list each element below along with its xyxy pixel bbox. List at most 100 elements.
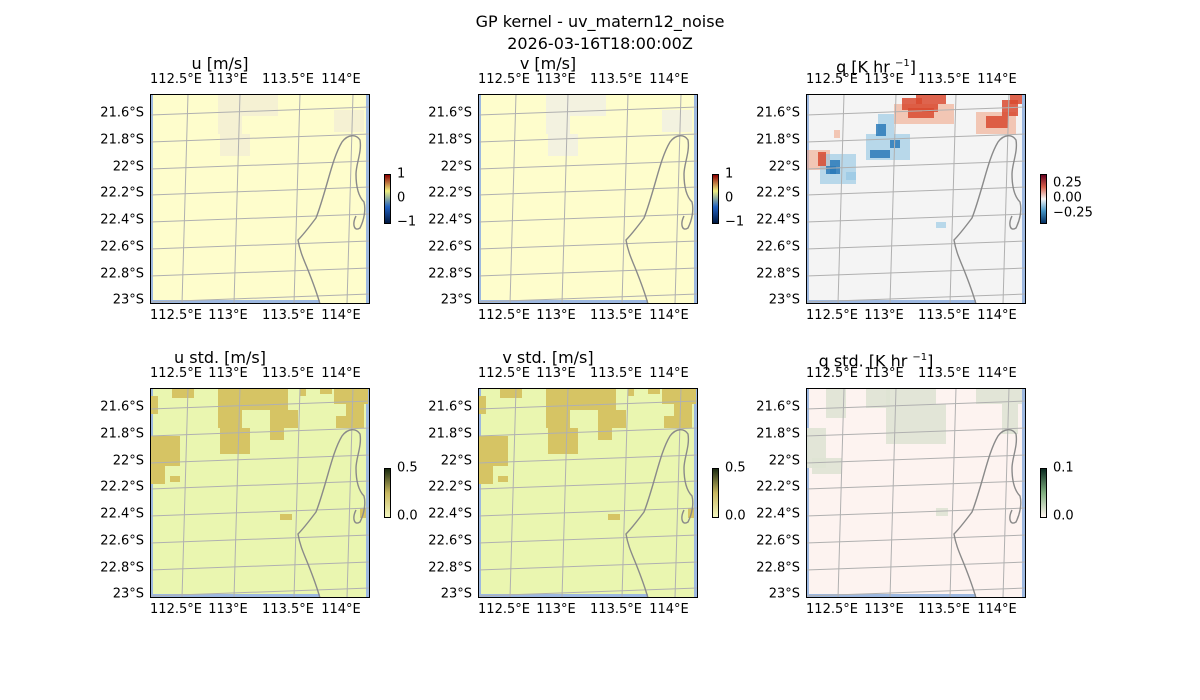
lat-tick: 21.8°S [428,426,472,442]
colorbar-tick: 0.25 [1053,175,1082,191]
gridline-lon [293,94,301,304]
lon-tick-bottom: 114°E [649,602,689,617]
lat-tick: 21.8°S [100,426,144,442]
gridline-lon [889,388,897,598]
field-cell [866,388,890,408]
lat-tick: 21.6°S [428,399,472,415]
map-svg [806,94,1026,304]
lat-tick: 23°S [440,586,472,602]
field-cell [346,404,364,428]
lat-tick: 23°S [768,586,800,602]
field-cell [826,388,846,418]
gridline-lat [478,427,698,437]
lat-tick: 22.2°S [428,479,472,495]
field-cell [336,416,348,428]
field-cell [986,116,1008,128]
gridline-lat [150,480,370,490]
field-cell [608,514,620,520]
lat-tick: 22.8°S [100,560,144,576]
colorbar [712,174,719,224]
gridline-lon [949,388,957,598]
field-cell [826,166,836,174]
field-cell [598,410,626,428]
ocean-strip-left [806,388,809,598]
gridline-lon [233,388,241,598]
map-frame [478,388,698,598]
map-axes [806,94,1026,304]
field-cell [870,150,890,158]
map-svg [478,388,698,598]
gridline-lon [561,94,569,304]
coastline [297,135,366,304]
lat-tick: 22.8°S [428,266,472,282]
gridline-lat [150,240,370,250]
lon-tick-bottom: 112.5°E [478,308,530,323]
field-cell [846,172,856,180]
colorbar [1040,174,1047,224]
gridline-lat [478,186,698,196]
field-cell [886,404,946,444]
lon-tick-bottom: 113.5°E [590,602,642,617]
lat-tick: 22.2°S [100,185,144,201]
gridline-lat [478,587,698,597]
colorbar-tick: 0.1 [1053,460,1074,476]
lon-tick-bottom: 113°E [208,602,248,617]
gridline-lon [509,388,517,598]
colorbar-tick: 0.0 [397,508,418,524]
field-cell [238,94,278,116]
field-cell [270,428,284,440]
lon-tick-top: 112.5°E [806,366,858,381]
lon-tick-top: 114°E [321,366,361,381]
ocean-strip-right [694,94,698,304]
ocean-strip-left [150,388,153,598]
lon-tick-bottom: 113.5°E [590,308,642,323]
gridline-lat [150,293,370,303]
lon-tick-bottom: 113°E [864,308,904,323]
lon-tick-bottom: 113°E [208,308,248,323]
lat-tick: 22.6°S [756,239,800,255]
figure-title: GP kernel - uv_matern12_noise [475,12,725,31]
ocean-strip-bottom [806,300,976,304]
map-svg [150,388,370,598]
gridline-lat [806,186,1026,196]
gridline-lat [478,293,698,303]
gridline-lat [478,267,698,277]
field-cell [498,476,508,482]
field-cell [478,466,493,484]
lat-tick: 22.4°S [428,506,472,522]
lon-tick-bottom: 113°E [536,308,576,323]
field-cell [598,428,612,440]
field-cell [280,514,292,520]
lat-tick: 22.8°S [756,560,800,576]
gridline-lat [478,400,698,410]
chart-panel-q: q [K hr −1] 112.5°E 112.5°E 113°E 113°E 113.5… [726,54,1093,344]
gridline-lon [293,388,301,598]
lat-tick: 22.6°S [428,239,472,255]
gridline-lat [806,267,1026,277]
map-axes [150,94,370,304]
lon-tick-bottom: 114°E [649,308,689,323]
field-cell [936,222,946,228]
lat-tick: 22°S [768,159,800,175]
field-cell [334,388,368,404]
ocean-strip-left [150,94,153,304]
lon-tick-top: 112.5°E [478,72,530,87]
ocean-strip-bottom [478,300,648,304]
map-axes [478,388,698,598]
colorbar-tick: 0.5 [725,460,746,476]
field-cell [1010,94,1022,104]
gridline-lon [889,94,897,304]
lat-tick: 21.8°S [428,132,472,148]
lat-tick: 21.6°S [756,399,800,415]
colorbar-tick: 0 [397,190,406,206]
gridline-lat [150,534,370,544]
colorbar-tick: 1 [397,166,406,182]
lat-tick: 23°S [112,586,144,602]
coastline [953,135,1022,304]
gridline-lat [150,213,370,223]
lat-tick: 22.4°S [100,506,144,522]
field-cell [876,124,886,136]
lon-tick-bottom: 113°E [536,602,576,617]
panel-title-text: q std. [K hr [818,351,913,371]
lon-tick-bottom: 112.5°E [806,308,858,323]
